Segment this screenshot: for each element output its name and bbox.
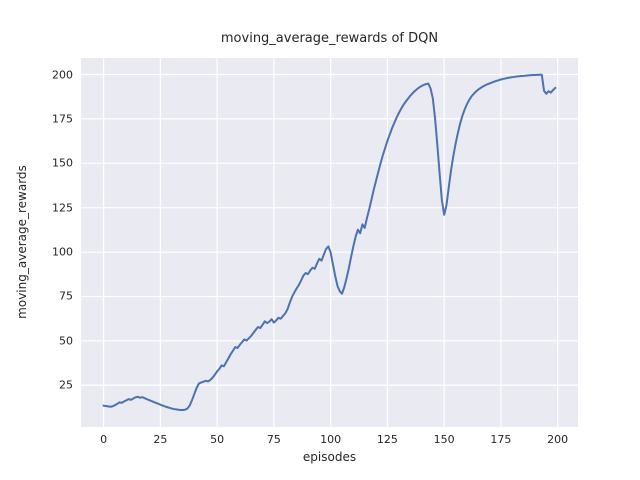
x-axis-label: episodes [302, 450, 357, 464]
y-tick-label: 75 [59, 289, 73, 303]
x-tick-label: 0 [100, 433, 108, 446]
x-tick-label: 25 [153, 433, 168, 446]
y-axis-label: moving_average_rewards [15, 165, 29, 319]
y-tick-label: 125 [52, 201, 73, 215]
y-tick-label: 25 [59, 378, 73, 392]
x-tick-label: 150 [433, 433, 455, 446]
y-tick-label: 50 [59, 334, 73, 348]
x-tick-label: 50 [210, 433, 225, 446]
x-tick-label: 175 [490, 433, 512, 446]
line-chart-canvas [81, 58, 578, 427]
x-tick-label: 100 [320, 433, 342, 446]
x-tick-label: 200 [547, 433, 569, 446]
y-tick-label: 200 [52, 68, 73, 81]
y-tick-label: 150 [52, 156, 73, 170]
x-tick-label: 125 [376, 433, 398, 446]
y-tick-label: 175 [52, 112, 73, 126]
line-series [102, 73, 557, 411]
chart-title: moving_average_rewards of DQN [220, 31, 439, 46]
x-tick-label: 75 [266, 433, 281, 446]
y-tick-label: 100 [52, 245, 73, 259]
plot-area [81, 58, 578, 427]
